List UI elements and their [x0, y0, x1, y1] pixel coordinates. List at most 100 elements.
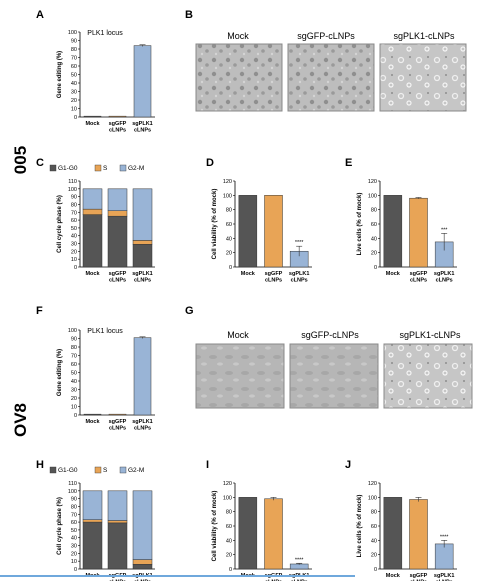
stacked-bar-segment	[82, 214, 103, 268]
stacked-bar-segment	[132, 240, 153, 245]
y-tick-label: 120	[368, 481, 377, 487]
stacked-bar-segment	[132, 188, 153, 241]
y-axis-label: Cell cycle phase (%)	[57, 497, 63, 555]
stacked-bar-segment	[132, 564, 153, 570]
y-tick-label: 120	[223, 481, 232, 487]
y-tick-label: 10	[71, 257, 77, 263]
y-axis-label: Cell cycle phase (%)	[57, 195, 63, 253]
y-tick-label: 60	[71, 362, 77, 368]
y-tick-label: 110	[68, 179, 77, 185]
legend-swatch	[49, 164, 57, 172]
micrograph-label-sgplk1-bottom: sgPLK1-cLNPs	[399, 330, 461, 340]
y-tick-label: 20	[71, 249, 77, 255]
x-tick-label: sgPLK1	[434, 573, 454, 579]
chart-panel-e: 0 20 40 60 80 100 120 Live cells (% of mock) Moc…	[357, 179, 457, 284]
y-tick-label: 50	[71, 528, 77, 534]
bar	[238, 497, 258, 570]
x-tick-label: cLNPs	[134, 580, 151, 581]
x-tick-label: sgGFP	[265, 271, 283, 277]
x-tick-label: cLNPs	[134, 128, 151, 134]
significance-label: ****	[295, 557, 304, 563]
x-tick-label: cLNPs	[436, 278, 453, 284]
stacked-bar-segment	[82, 519, 103, 523]
y-axis-label: Gene editing (%)	[57, 51, 63, 98]
legend-swatch	[119, 164, 127, 172]
chart-panel-i: 0 20 40 60 80 100 120 Cell viability (% of mock…	[212, 481, 312, 581]
bar	[264, 498, 283, 570]
bar	[133, 45, 152, 118]
stacked-bar-segment	[107, 210, 128, 217]
x-tick-label: cLNPs	[134, 426, 151, 432]
panel-letter-g: G	[185, 305, 194, 317]
bar	[409, 499, 428, 570]
y-tick-label: 100	[68, 328, 77, 334]
x-tick-label: sgPLK1	[132, 121, 152, 127]
significance-label: ****	[440, 534, 449, 540]
legend-label: S	[103, 467, 108, 474]
y-tick-label: 60	[71, 218, 77, 224]
y-tick-label: 40	[71, 234, 77, 240]
micrograph-sgplk1-top	[379, 43, 467, 112]
y-tick-label: 60	[71, 64, 77, 70]
panel-letter-b: B	[185, 9, 193, 21]
x-tick-label: cLNPs	[291, 580, 308, 581]
y-tick-label: 50	[71, 73, 77, 79]
y-tick-label: 60	[371, 222, 377, 228]
y-tick-label: 40	[371, 236, 377, 242]
y-tick-label: 0	[74, 413, 77, 419]
x-tick-label: Mock	[85, 419, 100, 425]
legend-label: G2-M	[128, 467, 144, 474]
bar	[108, 413, 127, 416]
y-tick-label: 60	[371, 524, 377, 530]
y-tick-label: 40	[226, 538, 232, 544]
y-tick-label: 30	[71, 544, 77, 550]
y-tick-label: 100	[368, 193, 377, 199]
section-label-top: 005	[11, 146, 30, 174]
y-tick-label: 0	[229, 265, 232, 271]
x-tick-label: cLNPs	[410, 278, 427, 284]
micrograph-label-mock-top: Mock	[227, 31, 249, 41]
bar	[434, 543, 454, 570]
panel-f-subtitle: PLK1 locus	[87, 328, 123, 335]
y-tick-label: 40	[371, 538, 377, 544]
chart-panel-a: 0 10 20 30 40 50 60 70 80 90 100 Gene editing (%) Mo…	[57, 30, 155, 134]
y-tick-label: 100	[68, 30, 77, 36]
y-tick-label: 10	[71, 405, 77, 411]
panel-letter-h: H	[36, 459, 44, 471]
stacked-bar-segment	[132, 490, 153, 560]
y-tick-label: 20	[371, 553, 377, 559]
panel-letter-j: J	[345, 459, 351, 471]
y-tick-label: 60	[226, 222, 232, 228]
y-tick-label: 60	[71, 520, 77, 526]
y-tick-label: 30	[71, 90, 77, 96]
stacked-bar-segment	[132, 244, 153, 268]
y-tick-label: 120	[223, 179, 232, 185]
bar	[289, 563, 309, 570]
legend-label: S	[103, 165, 108, 172]
y-axis-label: Live cells (% of mock)	[357, 193, 363, 256]
y-tick-label: 70	[71, 210, 77, 216]
y-tick-label: 40	[71, 81, 77, 87]
stacked-bar-segment	[107, 522, 128, 570]
y-tick-label: 70	[71, 354, 77, 360]
x-tick-label: cLNPs	[265, 580, 282, 581]
y-axis-label: Cell viability (% of mock)	[212, 491, 218, 562]
y-tick-label: 80	[226, 208, 232, 214]
micrograph-sggfp-bottom	[289, 343, 379, 409]
x-tick-label: cLNPs	[134, 278, 151, 284]
y-tick-label: 50	[71, 226, 77, 232]
y-tick-label: 80	[71, 47, 77, 53]
micrograph-label-mock-bottom: Mock	[227, 330, 249, 340]
y-tick-label: 20	[226, 553, 232, 559]
x-tick-label: cLNPs	[410, 580, 427, 581]
bar	[264, 195, 283, 268]
stacked-bar-segment	[107, 490, 128, 521]
micrograph-mock-top	[195, 43, 283, 112]
panel-letter-d: D	[206, 157, 214, 169]
bar	[238, 195, 258, 268]
y-tick-label: 0	[229, 567, 232, 573]
y-tick-label: 30	[71, 388, 77, 394]
significance-label: ***	[441, 227, 448, 233]
y-tick-label: 100	[68, 187, 77, 193]
